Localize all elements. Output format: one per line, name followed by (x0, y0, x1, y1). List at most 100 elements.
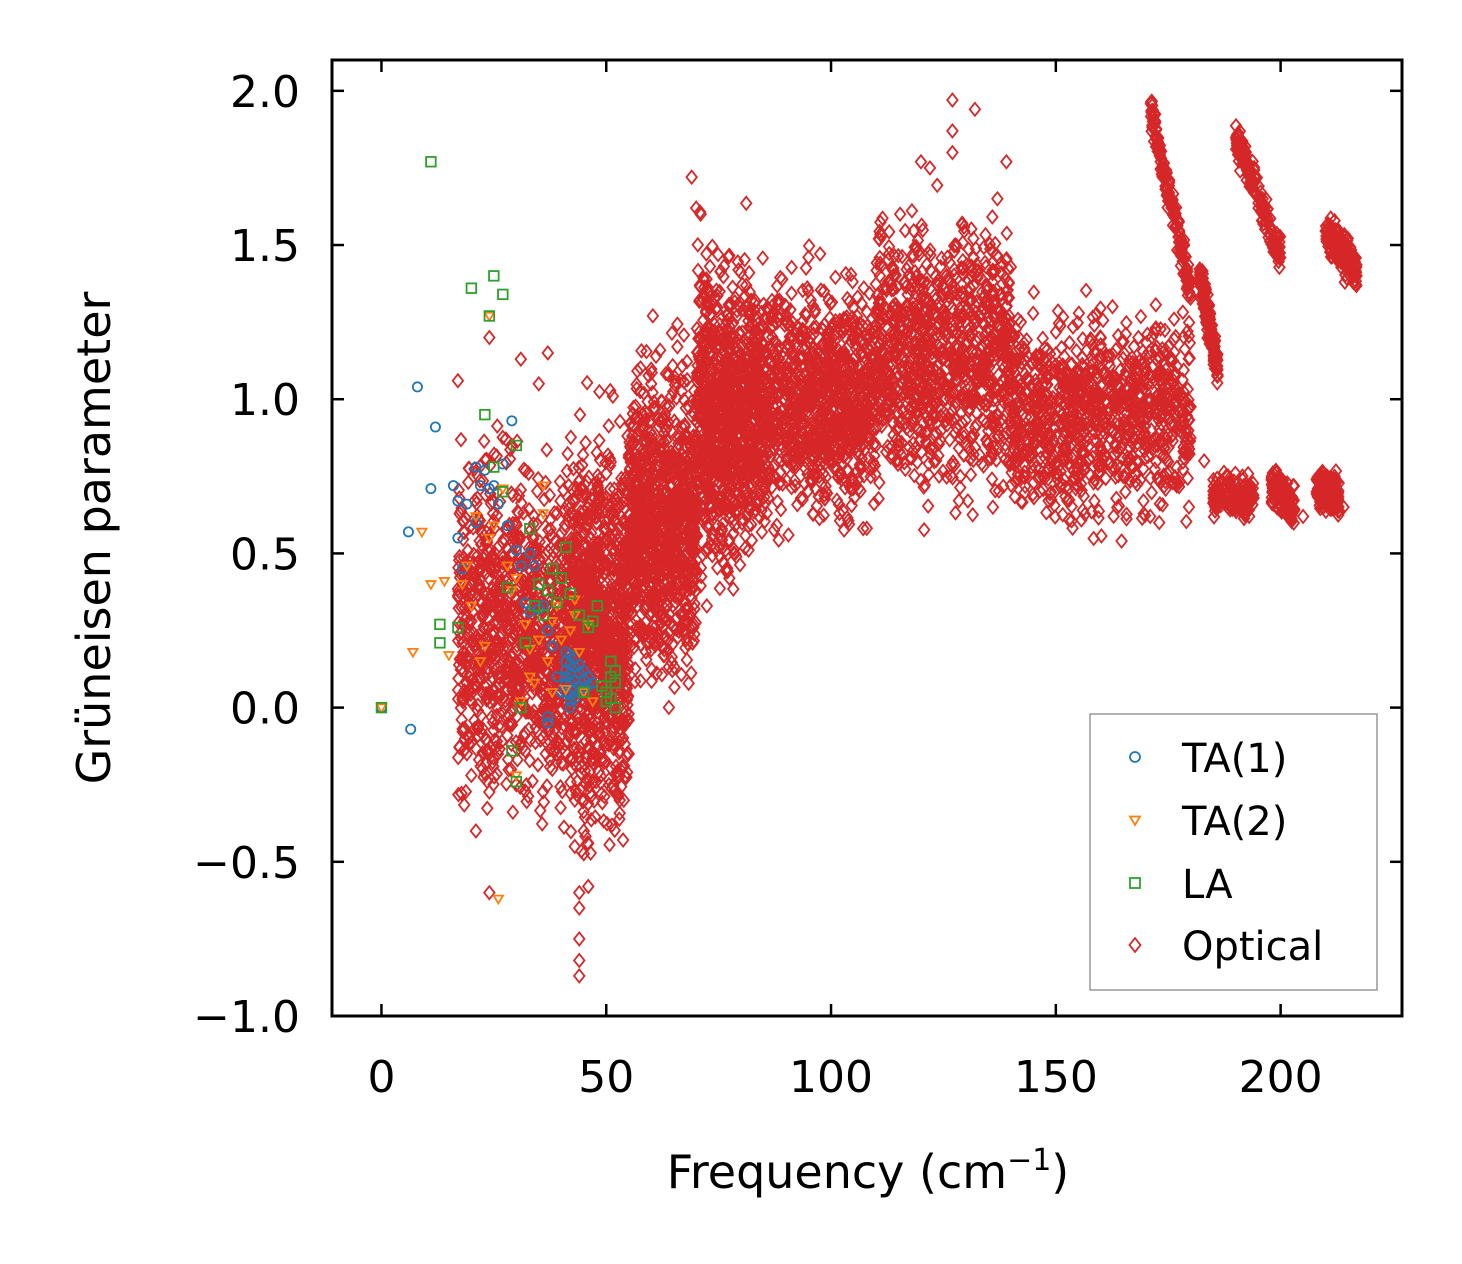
optical-point (535, 635, 549, 652)
optical-point (461, 649, 475, 665)
optical-point (500, 775, 513, 792)
optical-point (619, 683, 633, 700)
optical-point (646, 590, 660, 607)
optical-point (611, 784, 624, 801)
optical-point (593, 383, 606, 400)
optical-point (454, 431, 468, 448)
optical-point (689, 561, 702, 578)
optical-point (661, 418, 675, 435)
optical-point (700, 597, 714, 614)
optical-point (457, 796, 471, 813)
optical-point (634, 672, 647, 689)
optical-point (522, 465, 535, 482)
optical-point (687, 556, 701, 573)
optical-point (511, 751, 524, 768)
optical-point (508, 665, 522, 681)
optical-point (481, 585, 495, 602)
optical-point (486, 758, 500, 775)
optical-point (531, 470, 545, 487)
optical-point (470, 628, 484, 645)
optical-point (657, 433, 670, 450)
optical-point (522, 501, 536, 518)
optical-point (608, 512, 622, 528)
optical-point (513, 653, 527, 670)
optical-point (534, 732, 547, 749)
optical-point (669, 511, 683, 528)
optical-point (579, 590, 592, 607)
optical-point (626, 457, 640, 474)
optical-point (677, 495, 690, 512)
optical-point (637, 484, 651, 501)
optical-point (588, 583, 602, 600)
optical-point (490, 733, 504, 750)
optical-point (504, 441, 517, 458)
optical-point (646, 307, 660, 324)
optical-point (599, 532, 612, 548)
optical-point (686, 635, 699, 652)
optical-point (575, 457, 589, 474)
optical-point (490, 418, 504, 434)
optical-point (652, 531, 665, 548)
optical-point (453, 738, 466, 755)
optical-point (590, 599, 604, 616)
optical-point (546, 633, 560, 650)
optical-point (570, 746, 583, 763)
optical-point (593, 471, 606, 488)
optical-point (554, 493, 567, 509)
optical-point (485, 709, 498, 725)
optical-point (464, 672, 478, 689)
optical-point (665, 662, 679, 679)
optical-point (647, 575, 660, 592)
optical-point (652, 418, 666, 435)
optical-point (665, 654, 679, 671)
optical-point (583, 772, 597, 789)
optical-point (482, 684, 496, 701)
optical-point (602, 417, 616, 434)
optical-point (583, 530, 597, 547)
optical-point (524, 651, 537, 668)
optical-point (587, 793, 601, 809)
optical-point (585, 582, 598, 599)
optical-point (621, 688, 635, 705)
optical-point (529, 539, 543, 556)
optical-point (550, 606, 564, 623)
optical-point (459, 783, 473, 800)
optical-point (476, 744, 489, 761)
optical-point (689, 614, 703, 631)
optical-point (689, 539, 702, 556)
optical-point (527, 620, 541, 637)
optical-point (650, 665, 664, 682)
optical-point (517, 505, 530, 521)
optical-point (600, 614, 614, 631)
optical-point (628, 673, 642, 690)
optical-point (591, 482, 605, 498)
optical-point (533, 802, 547, 819)
optical-point (672, 556, 686, 573)
optical-point (504, 716, 518, 732)
optical-point (472, 517, 485, 534)
optical-point (479, 685, 493, 702)
optical-point (591, 479, 605, 496)
optical-point (466, 519, 480, 536)
optical-point (616, 832, 630, 848)
optical-point (452, 600, 466, 617)
optical-point (592, 432, 606, 449)
optical-point (551, 733, 565, 750)
optical-point (679, 488, 692, 505)
optical-point (638, 534, 652, 551)
optical-point (586, 715, 600, 732)
optical-point (557, 819, 571, 836)
optical-point (635, 342, 648, 359)
optical-point (532, 647, 546, 664)
optical-point (611, 788, 625, 805)
optical-point (625, 547, 639, 564)
optical-point (518, 605, 531, 622)
optical-point (669, 451, 682, 468)
optical-point (554, 799, 567, 816)
optical-point (671, 338, 684, 355)
optical-point (660, 550, 674, 567)
optical-point (661, 642, 675, 659)
optical-point (506, 487, 520, 504)
optical-point (612, 594, 626, 611)
optical-point (455, 785, 468, 802)
